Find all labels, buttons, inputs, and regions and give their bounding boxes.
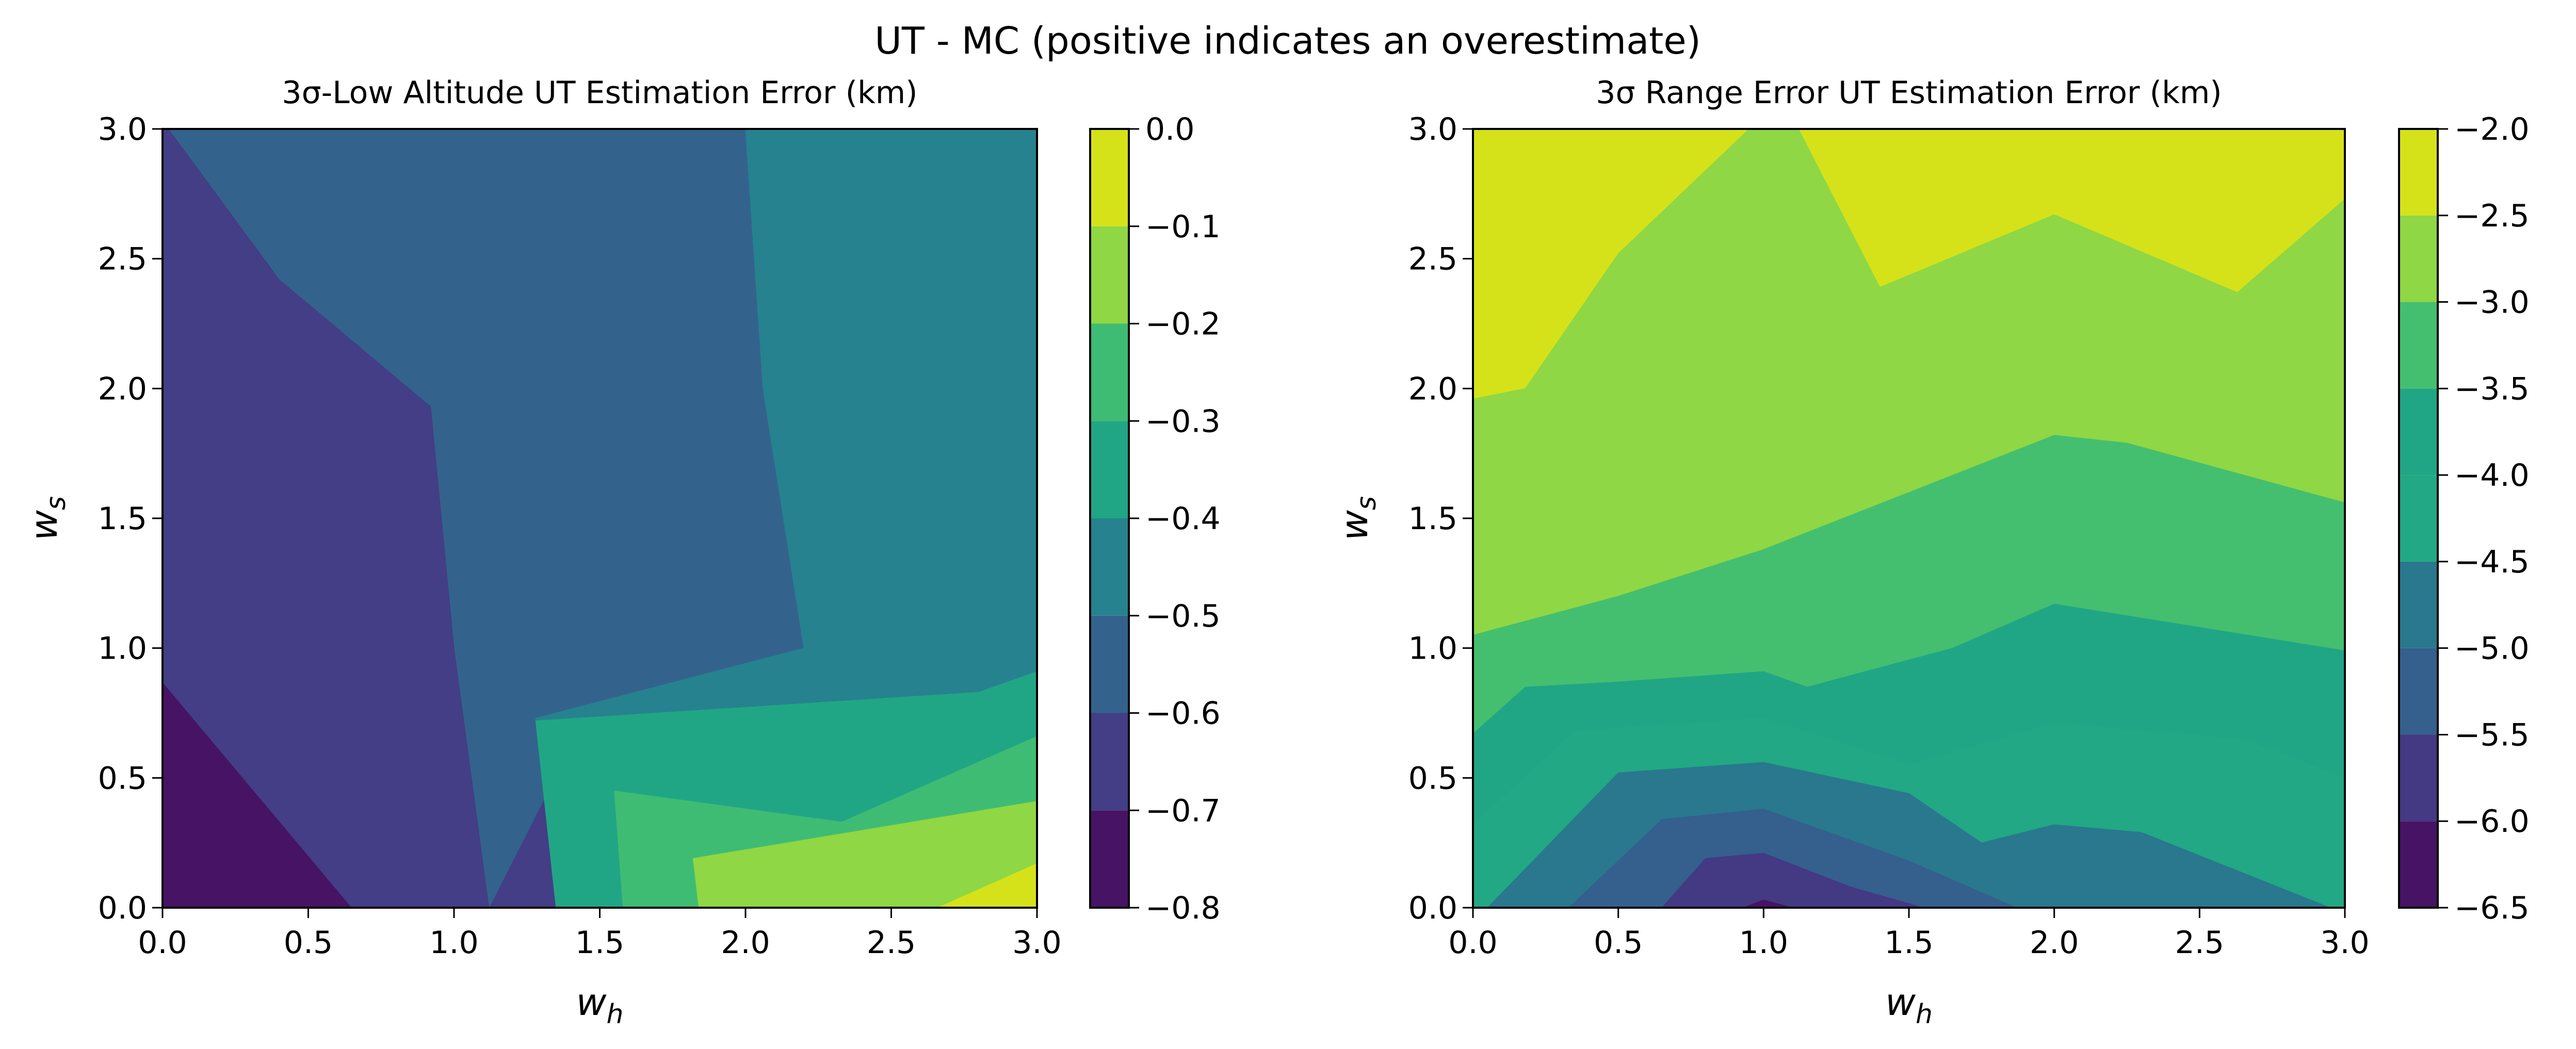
colorbar-band-2 (2399, 648, 2438, 735)
colorbar-band-1 (2399, 734, 2438, 822)
colorbar-band-3 (1090, 518, 1129, 616)
colorbar-tick-label: −0.4 (1145, 501, 1221, 537)
colorbar-tick-label: −2.5 (2454, 198, 2530, 234)
colorbar-band-0 (2399, 821, 2438, 908)
colorbar-tick-label: −0.7 (1145, 793, 1221, 829)
colorbar-band-1 (1090, 713, 1129, 811)
y-tick-label: 3.0 (1408, 111, 1457, 147)
y-axis-label: ws (22, 496, 72, 540)
y-tick-label: 2.0 (1408, 371, 1457, 407)
x-axis-label: wh (576, 980, 624, 1030)
colorbar: −6.5 −6.0 −5.5 −5.0 −4.5 −4.0 −3.5 −3.0 −2.5 −2.0 (2398, 111, 2530, 926)
colorbar-tick-label: −0.2 (1145, 306, 1221, 342)
colorbar-tick-label: −3.5 (2454, 371, 2530, 407)
colorbar-band-5 (1090, 323, 1129, 421)
panel-1: 3σ-Low Altitude UT Estimation Error (km)… (22, 75, 1221, 1030)
colorbar-band-3 (2399, 561, 2438, 648)
colorbar-tick-label: −4.0 (2454, 457, 2530, 494)
colorbar-tick-label: −0.6 (1145, 696, 1221, 732)
colorbar-band-6 (2399, 302, 2438, 389)
y-tick-label: 0.5 (98, 760, 147, 796)
colorbar-band-7 (1090, 129, 1129, 226)
contour-region-7 (1661, 853, 1924, 908)
contour-region-8 (1743, 899, 1793, 908)
contour-region-8 (937, 863, 1037, 908)
contour-regions (1473, 129, 2345, 908)
colorbar-tick-label: 0.0 (1145, 111, 1194, 147)
figure-title: UT - MC (positive indicates an overestim… (874, 19, 1701, 62)
x-axis-label: wh (1885, 980, 1933, 1030)
colorbar-band-6 (1090, 226, 1129, 324)
colorbar-tick-label: −5.5 (2454, 717, 2530, 753)
x-tick-label: 2.0 (721, 925, 770, 961)
y-axis-label: ws (1333, 496, 1382, 540)
x-tick-label: 0.0 (1448, 925, 1497, 961)
colorbar-tick-label: −6.5 (2454, 890, 2530, 926)
x-tick-label: 3.0 (1012, 925, 1061, 961)
colorbar-band-4 (1090, 421, 1129, 518)
colorbar-tick-label: −0.3 (1145, 403, 1221, 439)
y-tick-label: 0.0 (1408, 890, 1457, 926)
contour-region-3 (163, 129, 490, 908)
colorbar-tick-label: −5.0 (2454, 631, 2530, 667)
colorbar-tick-label: −6.0 (2454, 804, 2530, 840)
contour-region-6 (1568, 809, 2017, 908)
colorbar-band-4 (2399, 475, 2438, 562)
x-tick-label: 3.0 (2320, 925, 2369, 961)
contour-regions (163, 129, 1037, 908)
y-tick-label: 2.5 (98, 241, 147, 277)
colorbar-tick-label: −0.5 (1145, 598, 1221, 634)
x-tick-label: 1.5 (1884, 925, 1933, 961)
y-tick-label: 0.5 (1408, 760, 1457, 796)
y-tick-label: 1.5 (1408, 501, 1457, 537)
x-tick-label: 2.5 (867, 925, 916, 961)
y-tick-label: 2.0 (98, 371, 147, 407)
colorbar-frame (2398, 128, 2439, 909)
x-tick-label: 1.0 (1739, 925, 1788, 961)
colorbar-band-0 (1090, 810, 1129, 908)
colorbar-band-2 (1090, 615, 1129, 713)
x-tick-label: 0.0 (138, 925, 187, 961)
colorbar-tick-label: −4.5 (2454, 544, 2530, 580)
contour-region-7 (692, 801, 1037, 908)
colorbar: −0.8 −0.7 −0.6 −0.5 −0.4 −0.3 −0.2 −0.1 0.0 (1089, 111, 1221, 926)
y-tick-label: 1.0 (1408, 631, 1457, 667)
x-tick-label: 1.0 (429, 925, 478, 961)
colorbar-band-8 (2399, 129, 2438, 216)
x-tick-label: 0.5 (1594, 925, 1643, 961)
x-tick-label: 1.5 (575, 925, 624, 961)
y-tick-label: 1.5 (98, 501, 147, 537)
panel-2: 3σ Range Error UT Estimation Error (km) 0… (1333, 75, 2530, 1030)
x-tick-label: 2.5 (2175, 925, 2224, 961)
colorbar-band-7 (2399, 215, 2438, 302)
colorbar-tick-label: −3.0 (2454, 285, 2530, 321)
panel-title: 3σ Range Error UT Estimation Error (km) (1596, 75, 2222, 111)
y-tick-label: 3.0 (98, 111, 147, 147)
x-tick-label: 2.0 (2030, 925, 2079, 961)
panel-title: 3σ-Low Altitude UT Estimation Error (km) (282, 75, 917, 111)
y-tick-label: 2.5 (1408, 241, 1457, 277)
colorbar-band-5 (2399, 388, 2438, 476)
colorbar-tick-label: −0.1 (1145, 209, 1221, 245)
y-tick-label: 1.0 (98, 631, 147, 667)
colorbar-tick-label: −0.8 (1145, 890, 1221, 926)
colorbar-tick-label: −2.0 (2454, 111, 2530, 147)
y-tick-label: 0.0 (98, 890, 147, 926)
x-tick-label: 0.5 (284, 925, 333, 961)
